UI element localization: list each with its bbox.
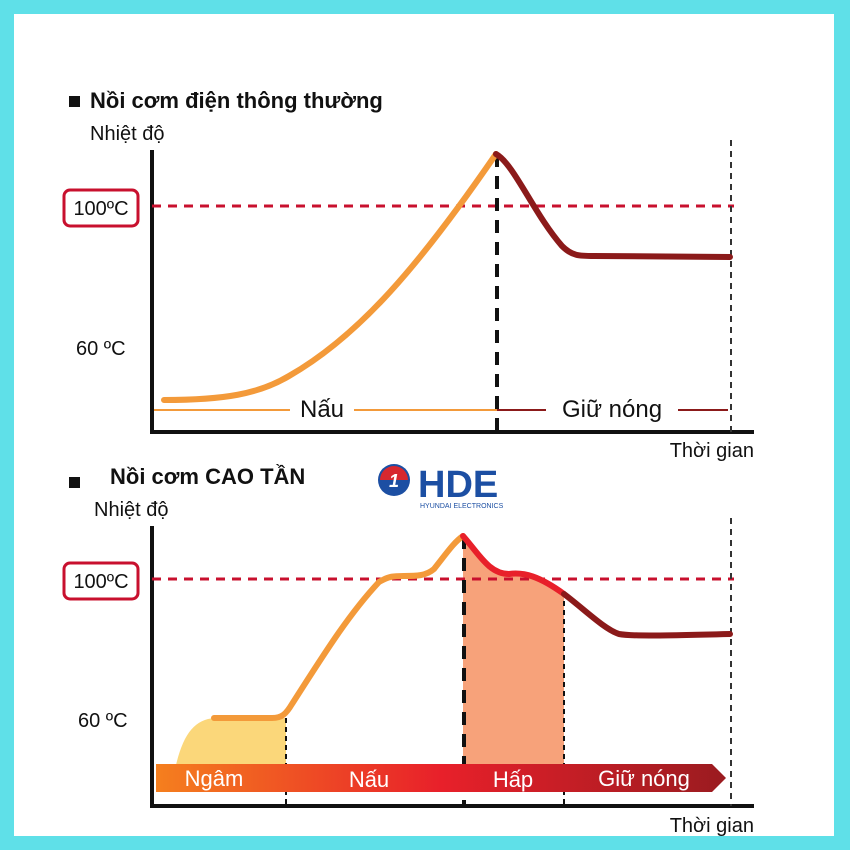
chart1-phase-cook: Nấu xyxy=(300,396,344,423)
phase-band xyxy=(156,764,726,792)
chart2-phase-soak: Ngâm xyxy=(185,766,244,791)
soak-fill-area xyxy=(174,718,286,774)
hde-logo: 1 HDE HYUNDAI ELECTRONICS xyxy=(378,464,504,510)
chart1-title: Nồi cơm điện thông thường xyxy=(90,88,383,113)
chart1-tick-100c: 100ºC xyxy=(73,198,128,220)
logo-emblem-red-half xyxy=(380,466,408,480)
chart1-y-label: Nhiệt độ xyxy=(90,123,165,145)
logo-mark: 1 xyxy=(389,471,399,491)
chart2-tick-60c: 60 ºC xyxy=(78,710,128,732)
logo-name: HDE xyxy=(418,464,498,506)
chart2-tick-100c: 100ºC xyxy=(73,571,128,593)
chart2-phase-cook: Nấu xyxy=(349,767,389,792)
chart1-x-label: Thời gian xyxy=(670,440,754,462)
chart1-phase-keep-warm: Giữ nóng xyxy=(562,396,662,423)
chart1-100c-tick-box xyxy=(62,188,140,228)
chart2-heating-curve xyxy=(211,533,466,721)
chart-canvas: Nồi cơm điện thông thường Nhiệt độ 100ºC… xyxy=(62,88,754,836)
infographic-frame: Nồi cơm điện thông thường Nhiệt độ 100ºC… xyxy=(14,14,834,836)
chart1-tick-60c: 60 ºC xyxy=(76,338,126,360)
chart2-y-label: Nhiệt độ xyxy=(94,499,169,521)
chart2-title: Nồi cơm CAO TẦN xyxy=(110,464,305,489)
title-bullet xyxy=(69,477,80,488)
chart2-phase-keep-warm: Giữ nóng xyxy=(598,766,690,791)
logo-tagline: HYUNDAI ELECTRONICS xyxy=(420,503,504,510)
chart-conventional: Nồi cơm điện thông thường Nhiệt độ 100ºC… xyxy=(62,88,754,462)
chart2-steam-curve xyxy=(460,533,567,597)
chart1-heating-curve xyxy=(161,151,499,403)
chart2-keep-warm-curve xyxy=(561,591,733,639)
chart2-100c-tick-box xyxy=(62,561,140,601)
chart2-phase-steam: Hấp xyxy=(493,767,533,792)
chart1-keep-warm-curve xyxy=(493,151,733,260)
chart-induction: Nồi cơm CAO TẦN 1 HDE HYUNDAI ELECTRONIC… xyxy=(62,464,754,836)
steam-fill-area xyxy=(463,536,564,774)
chart2-x-label: Thời gian xyxy=(670,815,754,836)
title-bullet xyxy=(69,96,80,107)
